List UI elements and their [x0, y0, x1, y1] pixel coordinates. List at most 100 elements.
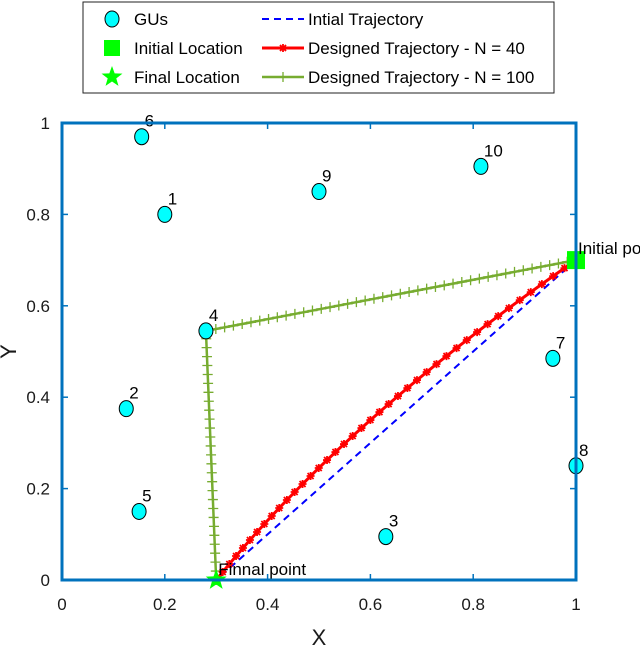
- trajectory-n40-marker: [483, 320, 492, 329]
- ground-user-label: 8: [579, 441, 588, 460]
- trajectory-n100-marker: [351, 297, 362, 308]
- trajectory-n40-marker: [331, 448, 340, 457]
- y-tick-label: 0: [41, 571, 50, 590]
- ground-user-marker: [157, 205, 173, 223]
- trajectory-n40-marker: [504, 304, 513, 313]
- trajectory-n100-marker: [298, 307, 309, 318]
- trajectory-n100-marker: [421, 283, 432, 294]
- trajectory-n100-marker: [245, 317, 256, 328]
- trajectory-n100-marker: [206, 458, 217, 469]
- ground-user-label: 6: [145, 112, 154, 131]
- trajectory-n100-marker: [202, 360, 213, 371]
- trajectory-n100-marker: [204, 423, 215, 434]
- ground-user-label: 7: [556, 333, 565, 352]
- trajectory-n40-marker: [366, 416, 375, 425]
- trajectory-n100-marker: [203, 396, 214, 407]
- trajectory-n40-marker: [267, 512, 276, 521]
- legend-n40-marker-icon: [279, 44, 287, 52]
- trajectory-n40-marker: [348, 432, 357, 441]
- trajectory-n100-marker: [208, 512, 219, 523]
- trajectory-n40-marker: [384, 400, 393, 409]
- trajectory-n40-marker: [403, 384, 412, 393]
- trajectory-n100-marker: [207, 485, 218, 496]
- trajectory-n100-marker: [281, 310, 292, 321]
- trajectory-n40-marker: [298, 480, 307, 489]
- trajectory-n100-marker: [272, 312, 283, 323]
- trajectory-n40-marker: [375, 408, 384, 417]
- trajectory-n40-marker: [357, 424, 366, 433]
- x-tick-label: 0.4: [256, 595, 280, 614]
- trajectory-n40-marker: [218, 568, 227, 577]
- trajectory-n100-marker: [342, 298, 353, 309]
- trajectory-n40-marker: [442, 352, 451, 361]
- trajectory-n40-marker: [323, 456, 332, 465]
- trajectory-n100-marker: [204, 405, 215, 416]
- trajectory-n40-marker: [432, 360, 441, 369]
- ground-user-label: 1: [168, 189, 177, 208]
- trajectory-n100-marker: [201, 351, 212, 362]
- trajectory-n40-marker: [306, 472, 315, 481]
- y-tick-label: 0.6: [26, 297, 50, 316]
- ground-user-label: 4: [209, 306, 218, 325]
- trajectory-n100-marker: [544, 260, 555, 271]
- axes-frame: [60, 121, 578, 582]
- trajectory-n100-marker: [377, 292, 388, 303]
- trajectory-n100-marker: [316, 303, 327, 314]
- ground-user-marker: [134, 128, 150, 146]
- trajectory-n100-marker: [205, 440, 216, 451]
- trajectory-n100-marker: [430, 282, 441, 293]
- trajectory-n100-marker: [456, 276, 467, 287]
- trajectory-n100-marker: [203, 378, 214, 389]
- trajectory-n100-marker: [307, 305, 318, 316]
- trajectory-n40-marker: [549, 272, 558, 281]
- trajectory-n40-marker: [225, 560, 234, 569]
- x-axis-label: X: [312, 625, 327, 650]
- trajectory-n40-marker: [314, 464, 323, 473]
- trajectory-n100-marker: [204, 414, 215, 425]
- legend-n100-marker-icon: [278, 72, 288, 82]
- ground-user-label: 2: [129, 384, 138, 403]
- trajectory-n40-marker: [232, 552, 241, 561]
- initial-trajectory-line: [215, 259, 577, 581]
- trajectory-n100-marker: [325, 302, 336, 313]
- trajectory-n40-marker: [412, 376, 421, 385]
- trajectory-n100-marker: [206, 449, 217, 460]
- trajectory-n40-marker: [560, 264, 569, 273]
- trajectory-n100-marker: [263, 313, 274, 324]
- ground-user-label: 3: [389, 512, 398, 531]
- trajectory-n100-marker: [404, 287, 415, 298]
- trajectory-n40-marker: [290, 488, 299, 497]
- trajectory-n100-marker: [483, 271, 494, 282]
- trajectory-n40-marker: [245, 536, 254, 545]
- trajectory-n100-marker: [491, 270, 502, 281]
- ground-user-marker: [545, 349, 561, 367]
- trajectory-n40-marker: [537, 280, 546, 289]
- trajectory-n40-marker: [473, 328, 482, 337]
- ground-user-marker: [473, 157, 489, 175]
- legend: GUs Initial Location Final Location Intial …: [82, 1, 555, 94]
- legend-label: Designed Trajectory - N = 40: [308, 39, 525, 58]
- plot-area: 1 2 3 4 5 6 7 8 9 10 Initial point Finnal point: [118, 112, 640, 589]
- trajectory-n40-marker: [462, 336, 471, 345]
- trajectory-n100-marker: [333, 300, 344, 311]
- legend-label: Designed Trajectory - N = 100: [308, 68, 534, 87]
- x-tick-label: 0.2: [153, 595, 177, 614]
- legend-label: Final Location: [134, 68, 240, 87]
- trajectory-n40-marker: [238, 544, 247, 553]
- trajectory-n100-marker: [412, 285, 423, 296]
- trajectory-n100-marker: [209, 530, 220, 541]
- y-tick-label: 1: [41, 114, 50, 133]
- trajectory-n100-marker: [209, 539, 220, 550]
- ground-user-label: 10: [484, 141, 503, 160]
- trajectory-n40-marker: [260, 520, 269, 529]
- trajectory-n40-marker: [422, 368, 431, 377]
- trajectory-n100-marker: [527, 263, 538, 274]
- trajectory-n100-marker: [219, 322, 230, 333]
- trajectory-n100-marker: [207, 476, 218, 487]
- y-axis-label: Y: [0, 344, 21, 359]
- trajectory-n40-marker: [494, 312, 503, 321]
- trajectory-n40-marker: [275, 504, 284, 513]
- legend-final-location-icon: [101, 66, 123, 86]
- trajectory-n40-marker: [253, 528, 262, 537]
